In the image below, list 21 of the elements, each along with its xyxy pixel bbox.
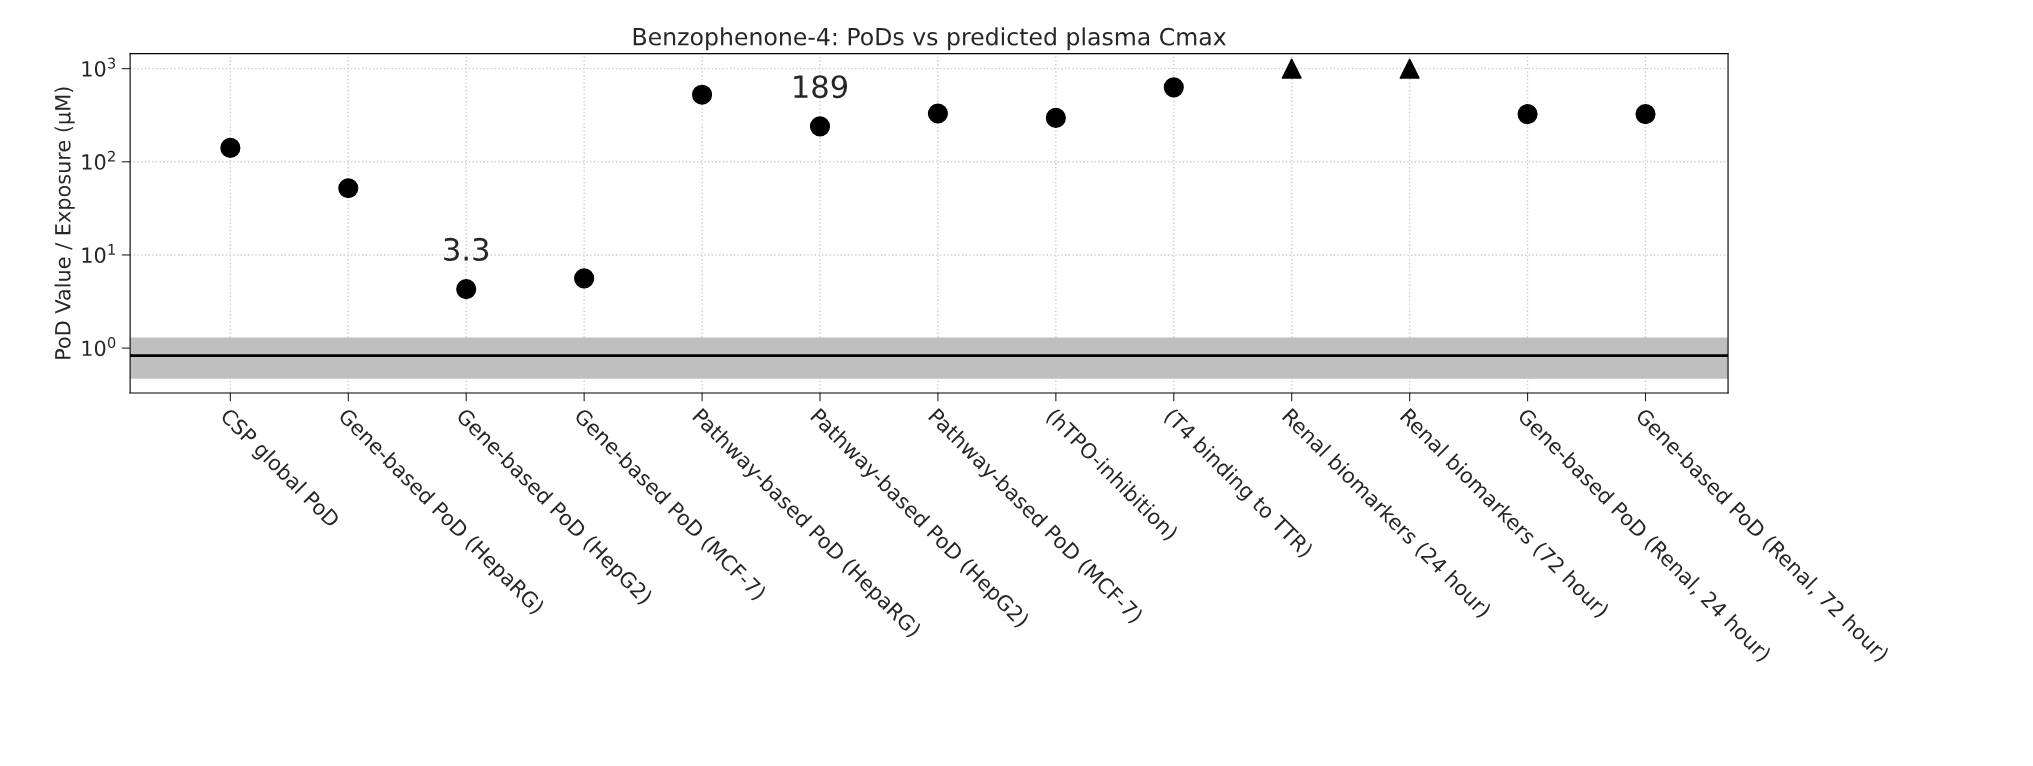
- y-tick-label: 10$^{0}$: [82, 337, 116, 357]
- point: [1635, 104, 1656, 125]
- point: [692, 84, 713, 105]
- point: [338, 178, 359, 199]
- chart-title: Benzophenone-4: PoDs vs predicted plasma Cmax: [633, 27, 1226, 51]
- y-tick-label: 10$^{2}$: [82, 150, 115, 170]
- y-tick-label: 10$^{1}$: [82, 244, 115, 264]
- y-axis-title: PoD Value / Exposure (μM): [54, 87, 75, 359]
- annotation: 189: [794, 75, 848, 99]
- point: [574, 268, 595, 289]
- point: [1045, 107, 1066, 128]
- point: [809, 116, 831, 137]
- point: [1399, 58, 1420, 79]
- annotation: 3.3: [444, 237, 489, 261]
- y-tick-label: 10$^{3}$: [82, 57, 116, 77]
- point: [456, 279, 477, 300]
- point: [1517, 104, 1538, 125]
- point: [927, 103, 948, 124]
- point: [1281, 58, 1302, 79]
- point: [1163, 77, 1184, 98]
- point: [220, 137, 241, 158]
